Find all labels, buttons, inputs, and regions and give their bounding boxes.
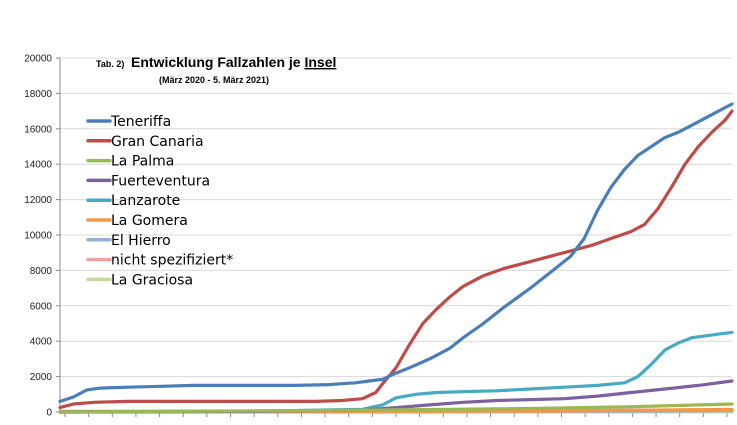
y-tick-label: 12000 [24,195,52,206]
chart-subtitle: (März 2020 - 5. März 2021) [159,75,269,85]
series-line-la-palma [58,402,734,414]
gridlines [60,57,732,378]
chart-title-prefix: Tab. 2) [96,59,124,69]
legend: Teneriffa Gran Canaria La Palma Fuerteventu… [86,114,233,288]
legend-label-el-hierro: El Hierro [111,233,171,249]
legend-label-la-gomera: La Gomera [111,213,188,229]
y-tick-label: 4000 [30,337,53,348]
chart-title-main: Entwicklung Fallzahlen je [131,54,304,70]
legend-label-la-palma: La Palma [111,154,174,170]
chart-title-underlined: Insel [304,54,336,70]
y-tick-label: 16000 [24,124,52,135]
y-tick-label: 14000 [24,160,52,171]
series-line-gran-canaria [58,109,734,410]
legend-label-lanzarote: Lanzarote [111,193,180,209]
y-tick-label: 6000 [30,301,53,312]
series-line-lanzarote [58,330,734,414]
legend-label-la-graciosa: La Graciosa [111,272,193,288]
y-tick-label: 8000 [30,266,53,277]
legend-label-nicht-spezifiziert: nicht spezifiziert* [111,253,233,269]
y-tick-label: 18000 [24,89,52,100]
legend-label-teneriffa: Teneriffa [110,114,171,130]
y-tick-label: 10000 [24,231,52,242]
y-tick-label: 0 [46,408,52,419]
y-tick-label: 20000 [24,54,52,65]
legend-label-fuerteventura: Fuerteventura [111,173,210,189]
chart-title: Entwicklung Fallzahlen je Insel [131,54,336,70]
y-tick-label: 2000 [30,372,53,383]
series-line-teneriffa [58,102,734,403]
legend-label-gran-canaria: Gran Canaria [111,134,204,150]
plot-series [58,102,734,414]
